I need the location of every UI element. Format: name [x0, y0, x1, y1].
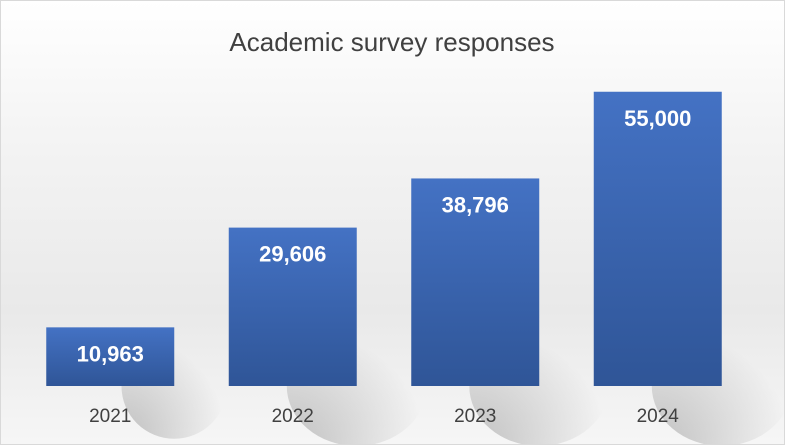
x-tick-label-2021: 2021 — [89, 406, 131, 427]
x-tick-label-2022: 2022 — [272, 406, 314, 427]
data-label-2023: 38,796 — [442, 192, 509, 217]
bar-2022[interactable] — [228, 227, 357, 386]
x-tick-label-2023: 2023 — [454, 406, 496, 427]
x-tick-label-2024: 2024 — [637, 406, 680, 427]
data-label-2024: 55,000 — [624, 106, 691, 131]
data-label-2022: 29,606 — [259, 242, 326, 267]
chart-title: Academic survey responses — [229, 27, 554, 57]
bar-2021[interactable] — [46, 327, 175, 386]
bar-2023[interactable] — [411, 178, 540, 386]
bar-2024[interactable] — [593, 91, 722, 386]
data-label-2021: 10,963 — [77, 341, 144, 366]
